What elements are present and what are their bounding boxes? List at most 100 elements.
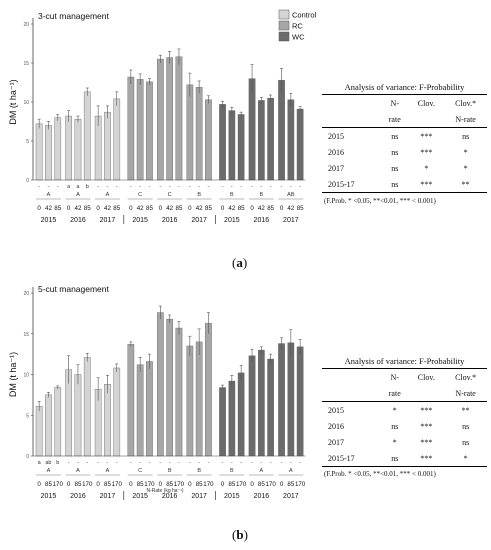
anova-header-cell: Clov.* <box>444 368 487 385</box>
anova-header-cell: Clov.* <box>444 94 487 111</box>
bar <box>45 125 52 181</box>
sig-letter: - <box>116 460 118 466</box>
n-rate-label: 42 <box>45 205 52 212</box>
sig-letter: - <box>116 184 118 190</box>
y-tick-label: 15 <box>23 61 29 67</box>
sig-letter: - <box>260 184 262 190</box>
n-rate-label: 170 <box>112 481 123 488</box>
anova-grid-b: N- Clov. Clov.* rate N-rate 2015 * *** ** 2016 ns *… <box>322 368 487 467</box>
anova-footnote-a: (F.Prob. * <0.05, **<0.01, *** < 0.001) <box>324 197 436 205</box>
sig-letter: - <box>159 184 161 190</box>
sig-letter: - <box>240 460 242 466</box>
year-label: 2015 <box>41 493 57 500</box>
year-label: 2017 <box>191 493 207 500</box>
n-rate-label: 0 <box>37 205 41 212</box>
y-tick-label: 0 <box>26 454 29 460</box>
n-rate-label: 85 <box>297 205 304 212</box>
bar <box>278 343 285 457</box>
bar <box>248 78 256 181</box>
sig-letter: - <box>178 184 180 190</box>
n-rate-label: 170 <box>82 481 93 488</box>
n-rate-label: 170 <box>203 481 214 488</box>
sig-letter: - <box>251 460 253 466</box>
anova-header-cell: rate <box>381 385 409 402</box>
sig-letter: - <box>198 184 200 190</box>
legend-label: RC <box>292 22 303 31</box>
year-label: 2017 <box>283 493 299 500</box>
sig-letter: - <box>130 184 132 190</box>
year-label: 2016 <box>70 493 86 500</box>
sig-letter: - <box>38 184 40 190</box>
bar <box>248 355 256 457</box>
bar <box>228 110 236 181</box>
group-letter: C <box>168 192 172 198</box>
anova-year: 2015 <box>328 131 344 141</box>
sig-letter: - <box>198 460 200 466</box>
legend-swatch <box>278 31 290 42</box>
sig-letter: - <box>107 460 109 466</box>
anova-value: ns <box>391 421 399 431</box>
n-rate-label: 0 <box>129 481 133 488</box>
caption-a-tag: a <box>236 255 243 270</box>
year-label: 2015 <box>41 217 57 224</box>
n-rate-label: 85 <box>205 205 212 212</box>
anova-value: *** <box>420 147 433 157</box>
anova-row: 2017 * *** ns <box>322 434 487 450</box>
bar <box>113 98 121 181</box>
n-rate-label: 0 <box>67 481 71 488</box>
y-tick-label: 0 <box>26 178 29 184</box>
panel-a: 3-cut management 0 5 10 15 20 DM (t ha⁻¹) - 0 - 42… <box>8 9 487 270</box>
anova-header-cell: N-rate <box>444 111 487 128</box>
n-rate-label: 85 <box>176 205 183 212</box>
anova-value: *** <box>420 421 433 431</box>
bar <box>237 114 245 181</box>
bar <box>74 374 82 457</box>
bar <box>267 358 275 457</box>
anova-value: * <box>424 163 429 173</box>
bar <box>156 58 164 181</box>
legend-label: Control <box>292 11 317 20</box>
anova-value: *** <box>408 450 445 467</box>
anova-row: 2015-17 ns *** ** <box>322 176 487 193</box>
sig-letter: - <box>107 184 109 190</box>
group-letter: A <box>47 192 51 198</box>
n-rate-label: 0 <box>159 205 163 212</box>
bar <box>54 117 62 181</box>
sig-letter: b <box>56 460 59 466</box>
year-label: 2016 <box>70 217 86 224</box>
anova-year: 2015 <box>328 405 344 415</box>
sig-letter: - <box>139 460 141 466</box>
bar <box>219 104 226 181</box>
sig-letter: - <box>290 460 292 466</box>
anova-value: * <box>392 437 397 447</box>
sig-letter: - <box>169 184 171 190</box>
bar <box>83 357 91 457</box>
anova-header-cell <box>322 94 382 111</box>
sig-letter: - <box>281 460 283 466</box>
year-label: 2015 <box>132 217 148 224</box>
group-letter: B <box>197 192 201 198</box>
anova-table-a: Analysis of variance: F-Probability N- Cl… <box>322 82 487 193</box>
anova-header-cell <box>408 111 445 128</box>
n-rate-label: 170 <box>144 481 155 488</box>
anova-header-cell: rate <box>381 111 409 128</box>
anova-row: 2016 ns *** ns <box>322 418 487 434</box>
n-rate-label: 0 <box>250 205 254 212</box>
bar <box>83 91 91 181</box>
anova-value: * <box>444 450 487 467</box>
group-letter: B <box>230 468 234 474</box>
anova-year: 2017 <box>328 163 344 173</box>
chart-3-cut: 3-cut management 0 5 10 15 20 DM (t ha⁻¹) - 0 - 42… <box>8 9 317 224</box>
bar <box>156 312 164 457</box>
n-rate-label: 85 <box>166 481 173 488</box>
year-label: 2015 <box>132 493 148 500</box>
n-rate-label: 0 <box>188 481 192 488</box>
group-letter: B <box>168 468 172 474</box>
year-label: 2015 <box>224 217 240 224</box>
group-letter: A <box>47 468 51 474</box>
anova-row: 2015-17 ns *** * <box>322 450 487 467</box>
year-label: 2015 <box>224 493 240 500</box>
n-rate-label: 0 <box>221 205 225 212</box>
anova-value: ns <box>462 421 470 431</box>
n-rate-label: 170 <box>53 481 64 488</box>
